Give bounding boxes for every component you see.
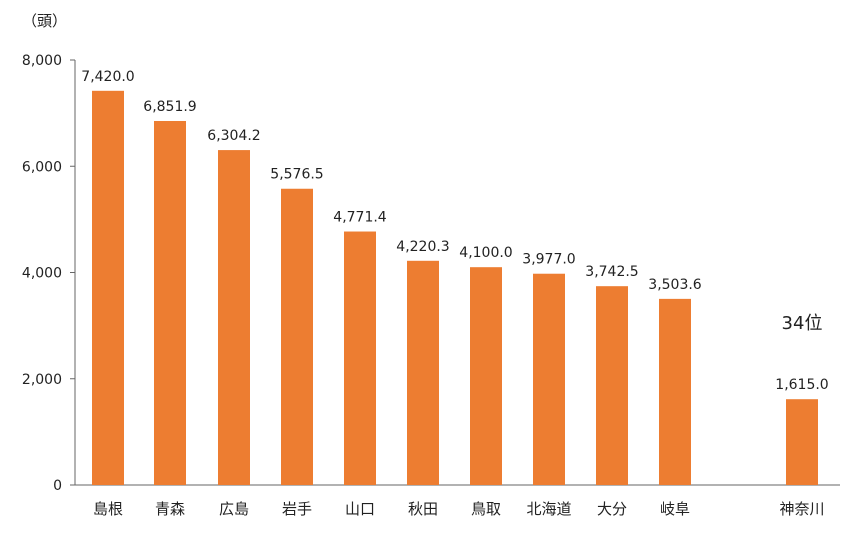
data-label: 1,615.0 [775,377,828,393]
data-label: 4,100.0 [459,245,512,261]
category-label: 島根 [93,500,123,518]
category-label: 鳥取 [471,500,501,518]
bar [154,120,186,486]
y-axis-ticks: 0 2,000 4,000 6,000 8,000 [22,53,75,494]
bar [218,150,250,486]
category-label: 秋田 [408,500,438,518]
category-label: 岩手 [282,500,312,518]
data-label: 4,220.3 [396,239,449,255]
category-label: 山口 [345,500,375,518]
category-label: 広島 [219,500,249,518]
data-label: 3,742.5 [585,264,638,280]
bar [470,267,502,485]
bar [407,260,439,485]
category-labels-group: 島根 青森 広島 岩手 山口 秋田 鳥取 北海道 大分 岐阜 神奈川 [93,500,825,518]
data-label: 3,977.0 [522,252,575,268]
data-label: 4,771.4 [333,210,387,226]
y-tick-label: 6,000 [22,159,62,175]
category-label: 神奈川 [779,500,824,518]
data-label: 6,851.9 [143,99,196,115]
data-label: 6,304.2 [207,128,260,144]
y-tick-label: 4,000 [22,266,62,282]
bar [659,298,691,485]
category-label: 岐阜 [660,500,690,518]
y-tick-label: 0 [53,478,62,494]
category-label: 青森 [155,500,185,518]
bar [92,90,124,485]
bar [533,273,565,485]
bar [786,399,818,485]
bar [344,231,376,485]
data-label: 7,420.0 [81,69,134,85]
bar [281,188,313,485]
bar [596,286,628,485]
category-label: 北海道 [526,500,571,518]
data-labels-group: 7,420.0 6,851.9 6,304.2 5,576.5 4,771.4 4,220… [81,69,828,393]
data-label: 3,503.6 [648,277,702,293]
rank-annotation: 34位 [782,313,823,334]
y-axis-unit-label: （頭） [22,12,67,30]
category-label: 大分 [597,500,627,518]
y-tick-label: 2,000 [22,372,62,388]
y-tick-label: 8,000 [22,53,62,69]
data-label: 5,576.5 [270,167,323,183]
bars-group [92,90,818,486]
